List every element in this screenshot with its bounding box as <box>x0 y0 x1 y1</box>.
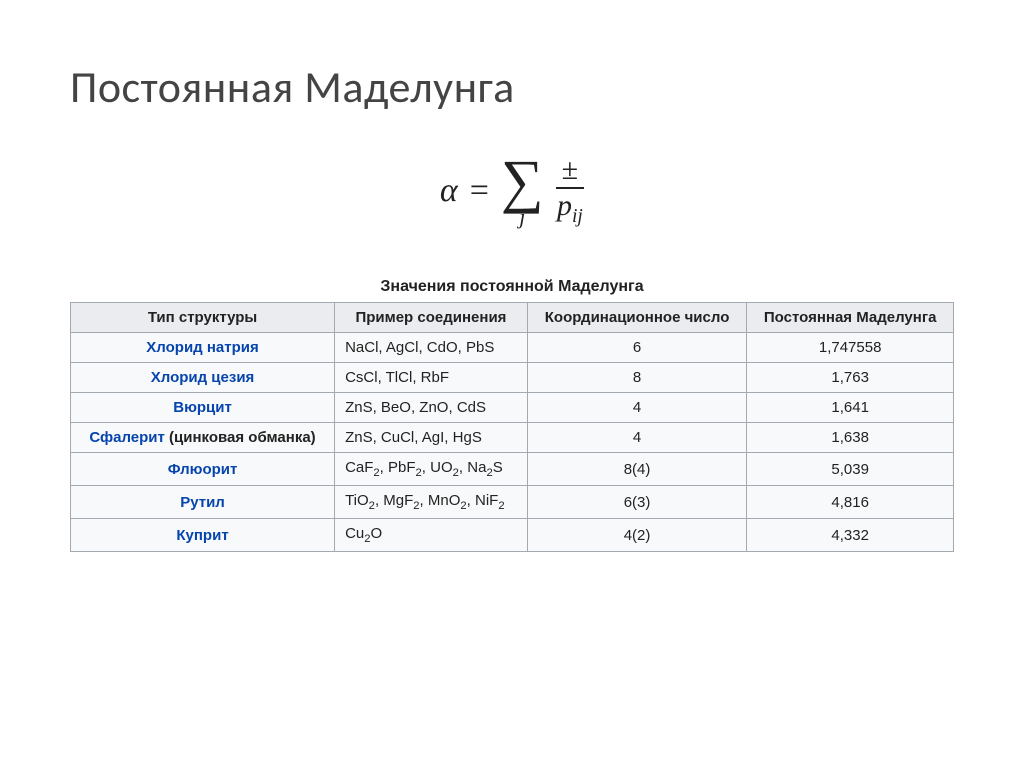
fraction-denominator: pij <box>557 189 583 227</box>
structure-type-cell: Рутил <box>71 486 335 519</box>
compound-subscript: 2 <box>498 500 504 512</box>
compound: TiO2 <box>345 492 375 509</box>
denominator-sub: ij <box>572 206 583 227</box>
structure-link[interactable]: Рутил <box>180 494 225 511</box>
structure-link[interactable]: Флюорит <box>168 461 238 478</box>
structure-text: (цинковая обманка) <box>165 429 316 446</box>
coord-number-cell: 6(3) <box>527 486 746 519</box>
structure-link[interactable]: Хлорид цезия <box>151 369 255 386</box>
formula-eq: = <box>470 174 489 208</box>
compound: HgS <box>453 429 482 446</box>
structure-type-cell: Сфалерит (цинковая обманка) <box>71 423 335 453</box>
madelung-constant-cell: 5,039 <box>747 453 954 486</box>
compound-cell: ZnS, BeO, ZnO, CdS <box>335 393 528 423</box>
coord-number-cell: 4(2) <box>527 519 746 552</box>
compound-subscript: 2 <box>369 500 375 512</box>
table-column-header: Тип структуры <box>71 303 335 333</box>
coord-number-cell: 4 <box>527 393 746 423</box>
compound: MgF2 <box>383 492 419 509</box>
compound: CdO <box>427 339 458 356</box>
table-row: Хлорид цезия CsCl, TlCl, RbF81,763 <box>71 363 954 393</box>
compound: NaCl <box>345 339 378 356</box>
coord-number-cell: 4 <box>527 423 746 453</box>
table-row: Рутил TiO2, MgF2, MnO2, NiF26(3)4,816 <box>71 486 954 519</box>
fraction-numerator: ± <box>556 155 584 189</box>
table-caption: Значения постоянной Маделунга <box>70 278 954 296</box>
compound: AgCl <box>386 339 419 356</box>
compound: Cu2O <box>345 525 382 542</box>
compound-subscript: 2 <box>453 467 459 479</box>
compound: TlCl <box>386 369 413 386</box>
madelung-constant-cell: 1,763 <box>747 363 954 393</box>
compound: UO2 <box>430 459 459 476</box>
table-row: Хлорид натрия NaCl, AgCl, CdO, PbS61,7475… <box>71 333 954 363</box>
structure-type-cell: Хлорид натрия <box>71 333 335 363</box>
madelung-constant-cell: 1,641 <box>747 393 954 423</box>
coord-number-cell: 6 <box>527 333 746 363</box>
table-row: Флюорит CaF2, PbF2, UO2, Na2S8(4)5,039 <box>71 453 954 486</box>
compound-subscript: 2 <box>413 500 419 512</box>
compound-subscript: 2 <box>364 533 370 545</box>
madelung-constant-cell: 1,638 <box>747 423 954 453</box>
compound-cell: Cu2O <box>335 519 528 552</box>
structure-type-cell: Флюорит <box>71 453 335 486</box>
coord-number-cell: 8(4) <box>527 453 746 486</box>
compound-cell: ZnS, CuCl, AgI, HgS <box>335 423 528 453</box>
table-column-header: Постоянная Маделунга <box>747 303 954 333</box>
compound: PbF2 <box>388 459 422 476</box>
compound-cell: CaF2, PbF2, UO2, Na2S <box>335 453 528 486</box>
structure-type-cell: Куприт <box>71 519 335 552</box>
table-row: Сфалерит (цинковая обманка)ZnS, CuCl, Ag… <box>71 423 954 453</box>
table-column-header: Координационное число <box>527 303 746 333</box>
sum-index: j <box>519 206 525 228</box>
page-title: Постоянная Маделунга <box>70 60 954 114</box>
compound: CuCl <box>381 429 414 446</box>
compound-cell: TiO2, MgF2, MnO2, NiF2 <box>335 486 528 519</box>
compound-cell: NaCl, AgCl, CdO, PbS <box>335 333 528 363</box>
structure-link[interactable]: Вюрцит <box>173 399 232 416</box>
structure-link[interactable]: Хлорид натрия <box>146 339 258 356</box>
compound: CdS <box>457 399 486 416</box>
madelung-table: Тип структурыПример соединенияКоординаци… <box>70 302 954 552</box>
table-row: Вюрцит ZnS, BeO, ZnO, CdS41,641 <box>71 393 954 423</box>
table-body: Хлорид натрия NaCl, AgCl, CdO, PbS61,7475… <box>71 333 954 552</box>
compound: RbF <box>421 369 449 386</box>
madelung-constant-cell: 4,332 <box>747 519 954 552</box>
compound: ZnS <box>345 399 373 416</box>
compound: CsCl <box>345 369 378 386</box>
structure-link[interactable]: Куприт <box>176 527 228 544</box>
formula-lhs: α <box>440 174 458 208</box>
coord-number-cell: 8 <box>527 363 746 393</box>
compound: AgI <box>422 429 445 446</box>
madelung-formula: α = ∑ j ± pij <box>70 154 954 228</box>
structure-link[interactable]: Сфалерит <box>89 429 165 446</box>
table-row: Куприт Cu2O 4(2)4,332 <box>71 519 954 552</box>
table-header-row: Тип структурыПример соединенияКоординаци… <box>71 303 954 333</box>
structure-type-cell: Вюрцит <box>71 393 335 423</box>
compound: ZnO <box>419 399 448 416</box>
compound: ZnS <box>345 429 373 446</box>
compound: NiF2 <box>475 492 505 509</box>
compound-cell: CsCl, TlCl, RbF <box>335 363 528 393</box>
compound-subscript: 2 <box>460 500 466 512</box>
formula-fraction: ± pij <box>556 155 584 227</box>
table-column-header: Пример соединения <box>335 303 528 333</box>
compound-subscript: 2 <box>416 467 422 479</box>
denominator-base: p <box>557 189 572 222</box>
page-container: Постоянная Маделунга α = ∑ j ± pij Значе… <box>0 0 1024 592</box>
compound-subscript: 2 <box>486 467 492 479</box>
compound: MnO2 <box>428 492 467 509</box>
madelung-constant-cell: 4,816 <box>747 486 954 519</box>
madelung-constant-cell: 1,747558 <box>747 333 954 363</box>
compound-subscript: 2 <box>373 467 379 479</box>
formula-sum: ∑ j <box>501 154 544 228</box>
compound: PbS <box>466 339 494 356</box>
table-header: Тип структурыПример соединенияКоординаци… <box>71 303 954 333</box>
sigma-symbol: ∑ <box>501 154 544 208</box>
compound: Na2S <box>467 459 502 476</box>
compound: CaF2 <box>345 459 380 476</box>
compound: BeO <box>381 399 411 416</box>
structure-type-cell: Хлорид цезия <box>71 363 335 393</box>
